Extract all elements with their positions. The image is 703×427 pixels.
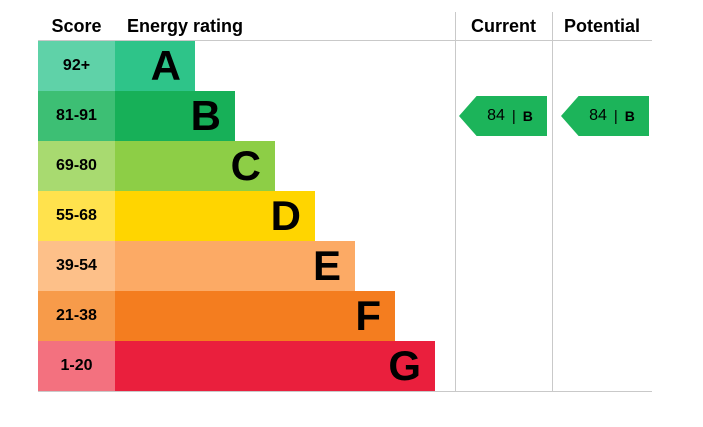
potential-rating-separator: | xyxy=(613,107,618,125)
band-row-c: 69-80 C xyxy=(38,141,435,191)
band-bar-d: D xyxy=(115,191,315,241)
band-score-e: 39-54 xyxy=(38,241,115,291)
band-score-b: 81-91 xyxy=(38,91,115,141)
header-divider-line xyxy=(38,40,652,41)
band-bar-b: B xyxy=(115,91,235,141)
band-bar-a: A xyxy=(115,41,195,91)
current-rating-separator: | xyxy=(511,107,516,125)
header-energy-rating: Energy rating xyxy=(127,15,244,36)
band-score-a: 92+ xyxy=(38,41,115,91)
header-score: Score xyxy=(51,15,102,36)
band-score-c: 69-80 xyxy=(38,141,115,191)
band-row-d: 55-68 D xyxy=(38,191,435,241)
current-column-divider xyxy=(455,12,456,391)
band-score-f: 21-38 xyxy=(38,291,115,341)
band-row-g: 1-20 G xyxy=(38,341,435,391)
band-score-g: 1-20 xyxy=(38,341,115,391)
band-row-f: 21-38 F xyxy=(38,291,435,341)
band-score-d: 55-68 xyxy=(38,191,115,241)
header-potential: Potential xyxy=(563,15,640,36)
current-rating-letter: B xyxy=(522,108,533,124)
band-letter-d: D xyxy=(270,192,301,239)
rating-bands: 92+ A 81-91 B 69-80 C 55-68 D 39-54 xyxy=(38,41,435,391)
band-letter-b: B xyxy=(190,92,221,139)
band-letter-f: F xyxy=(355,292,381,339)
band-row-b: 81-91 B xyxy=(38,91,435,141)
band-letter-c: C xyxy=(230,142,261,189)
band-bar-e: E xyxy=(115,241,355,291)
current-rating-value: 84 xyxy=(487,107,505,124)
potential-rating-arrow: 84 | B xyxy=(561,96,649,136)
band-row-e: 39-54 E xyxy=(38,241,435,291)
potential-rating-value: 84 xyxy=(589,107,607,124)
band-letter-e: E xyxy=(312,242,341,289)
potential-column-divider xyxy=(552,12,553,391)
band-row-a: 92+ A xyxy=(38,41,435,91)
current-rating-arrow: 84 | B xyxy=(459,96,547,136)
band-letter-g: G xyxy=(388,342,421,389)
band-bar-g: G xyxy=(115,341,435,391)
header-current: Current xyxy=(470,15,536,36)
band-bar-f: F xyxy=(115,291,395,341)
band-bar-c: C xyxy=(115,141,275,191)
potential-rating-letter: B xyxy=(624,108,635,124)
bottom-divider-line xyxy=(38,391,652,392)
band-letter-a: A xyxy=(150,42,181,89)
